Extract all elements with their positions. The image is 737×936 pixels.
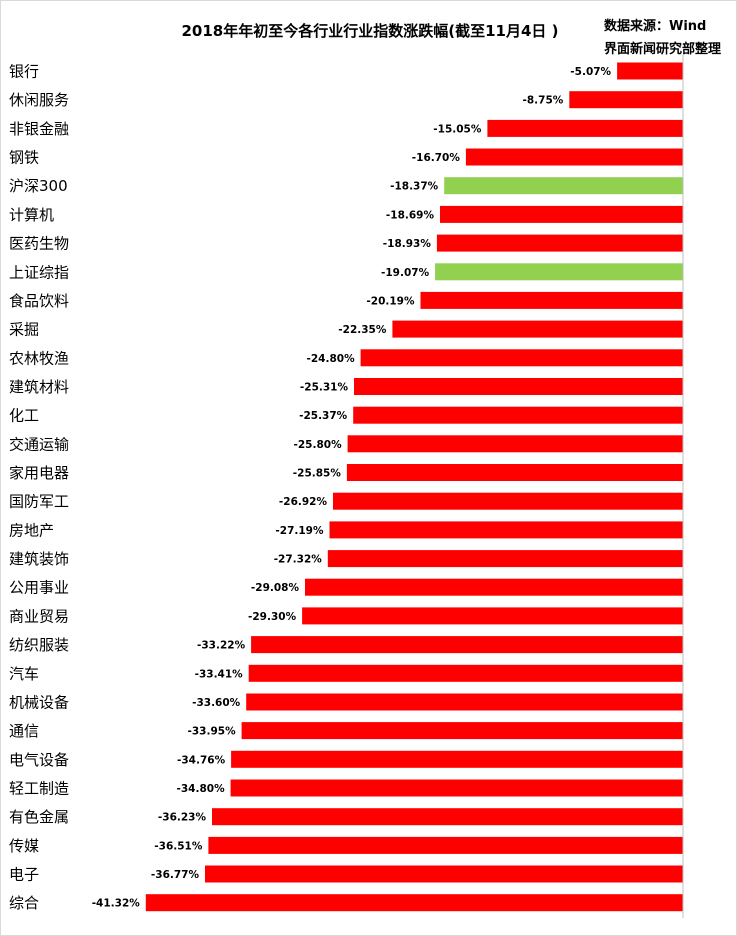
category-label: 非银金融 xyxy=(9,120,69,138)
value-label: -5.07% xyxy=(570,66,611,78)
category-label: 沪深300 xyxy=(9,177,68,195)
bars-group xyxy=(145,62,684,912)
bar-9 xyxy=(392,320,683,338)
category-label: 通信 xyxy=(9,722,39,740)
bar-26 xyxy=(212,808,683,826)
bar-4 xyxy=(444,177,683,195)
value-label: -8.75% xyxy=(523,95,564,107)
bar-20 xyxy=(251,636,683,654)
bar-1 xyxy=(569,91,684,109)
value-label: -25.85% xyxy=(293,468,342,480)
value-label: -26.92% xyxy=(279,496,328,508)
value-label: -34.80% xyxy=(177,783,226,795)
category-label: 国防军工 xyxy=(9,493,69,511)
bar-11 xyxy=(354,378,683,395)
value-label: -29.08% xyxy=(251,582,300,594)
bar-19 xyxy=(302,607,683,625)
bar-24 xyxy=(231,750,683,768)
category-label: 化工 xyxy=(9,407,39,425)
bar-22 xyxy=(246,693,683,711)
category-label: 建筑装饰 xyxy=(9,550,69,568)
bar-17 xyxy=(327,550,683,568)
source-credit: 界面新闻研究部整理 xyxy=(604,41,721,57)
bar-7 xyxy=(435,263,683,281)
category-label: 钢铁 xyxy=(9,149,39,167)
value-label: -33.95% xyxy=(188,726,237,738)
category-label: 家用电器 xyxy=(9,464,69,482)
category-label: 银行 xyxy=(9,63,39,81)
bar-29 xyxy=(145,894,684,912)
bar-6 xyxy=(436,234,683,252)
value-label: -18.93% xyxy=(383,238,432,250)
value-label: -25.37% xyxy=(299,410,348,422)
value-label: -20.19% xyxy=(366,295,415,307)
category-label: 采掘 xyxy=(9,321,39,339)
bar-28 xyxy=(205,865,683,883)
value-label: -15.05% xyxy=(433,123,482,135)
bar-0 xyxy=(617,62,683,80)
bar-16 xyxy=(329,521,683,539)
value-labels: -5.07% -8.75% -15.05% -16.70% -18.37% -18.69%… xyxy=(92,66,612,910)
bar-14 xyxy=(346,464,683,481)
value-label: -24.80% xyxy=(307,353,356,365)
value-label: -18.69% xyxy=(386,209,435,221)
bar-18 xyxy=(305,578,683,596)
bar-23 xyxy=(241,722,683,740)
value-label: -34.76% xyxy=(177,754,226,766)
category-label: 公用事业 xyxy=(9,579,69,597)
source-label: 数据来源：Wind xyxy=(604,18,706,34)
bar-13 xyxy=(347,435,683,453)
value-label: -36.51% xyxy=(154,840,203,852)
category-label: 汽车 xyxy=(9,665,39,683)
value-label: -33.22% xyxy=(197,640,246,652)
category-label: 综合 xyxy=(9,894,39,912)
value-label: -19.07% xyxy=(381,267,430,279)
bar-12 xyxy=(353,406,683,424)
category-label: 电气设备 xyxy=(9,751,69,769)
category-label: 轻工制造 xyxy=(9,780,69,798)
category-label: 农林牧渔 xyxy=(9,349,69,367)
bar-8 xyxy=(420,291,683,309)
category-label: 食品饮料 xyxy=(9,292,69,310)
value-label: -25.31% xyxy=(300,382,349,394)
category-label: 商业贸易 xyxy=(9,607,69,625)
bar-3 xyxy=(465,148,683,166)
bar-27 xyxy=(208,836,683,854)
bar-15 xyxy=(333,492,683,510)
category-label: 纺织服装 xyxy=(9,636,69,654)
category-label: 计算机 xyxy=(9,206,54,224)
value-label: -16.70% xyxy=(412,152,461,164)
value-label: -36.77% xyxy=(151,869,200,881)
value-label: -18.37% xyxy=(390,181,439,193)
category-label: 医药生物 xyxy=(9,235,69,253)
category-label: 有色金属 xyxy=(9,808,69,826)
category-label: 交通运输 xyxy=(9,435,69,453)
value-label: -41.32% xyxy=(92,898,141,910)
bar-5 xyxy=(440,205,683,223)
value-label: -27.19% xyxy=(275,525,324,537)
category-label: 机械设备 xyxy=(9,694,69,712)
value-label: -25.80% xyxy=(294,439,343,451)
category-label: 电子 xyxy=(9,866,39,884)
value-label: -36.23% xyxy=(158,812,207,824)
bar-2 xyxy=(487,119,684,137)
value-label: -22.35% xyxy=(338,324,387,336)
bar-21 xyxy=(248,664,683,682)
category-label: 传媒 xyxy=(9,837,39,855)
value-label: -27.32% xyxy=(274,554,323,566)
category-label: 上证综指 xyxy=(9,263,69,281)
chart-title: 2018年年初至今各行业行业指数涨跌幅(截至11月4日 ) xyxy=(182,22,559,40)
bar-25 xyxy=(230,779,683,797)
value-label: -33.60% xyxy=(192,697,241,709)
value-label: -29.30% xyxy=(248,611,297,623)
bar-10 xyxy=(360,349,683,367)
value-label: -33.41% xyxy=(195,668,244,680)
category-label: 建筑材料 xyxy=(9,378,69,396)
category-label: 房地产 xyxy=(9,521,54,539)
category-label: 休闲服务 xyxy=(9,91,69,109)
